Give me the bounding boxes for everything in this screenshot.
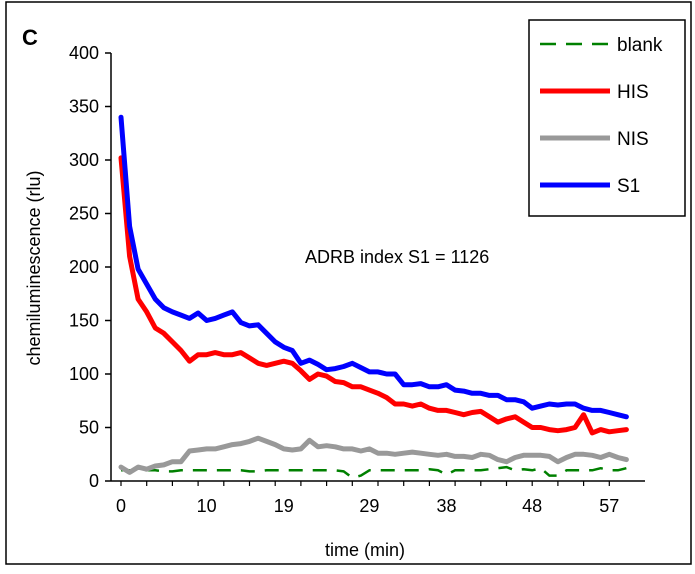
x-tick-label: 38 <box>437 496 457 516</box>
chart-annotation: ADRB index S1 = 1126 <box>305 247 489 267</box>
y-tick-label: 200 <box>69 257 99 277</box>
series-line-blank <box>121 465 627 480</box>
y-tick-label: 300 <box>69 150 99 170</box>
x-tick-label: 19 <box>274 496 294 516</box>
y-tick-label: 50 <box>79 418 99 438</box>
x-axis-label: time (min) <box>325 540 405 560</box>
x-tick-label: 0 <box>116 496 126 516</box>
x-tick-label: 57 <box>599 496 619 516</box>
x-tick-label: 29 <box>359 496 379 516</box>
panel-label: C <box>22 25 38 50</box>
y-axis-label: chemiluminescence (rlu) <box>24 170 44 365</box>
legend-label-s1: S1 <box>617 176 640 197</box>
legend-label-his: HIS <box>617 82 649 103</box>
y-tick-label: 100 <box>69 364 99 384</box>
x-tick-label: 48 <box>522 496 542 516</box>
y-tick-label: 150 <box>69 311 99 331</box>
legend-label-nis: NIS <box>617 129 649 150</box>
legend-label-blank: blank <box>617 35 663 56</box>
series-line-his <box>118 155 629 436</box>
y-tick-label: 0 <box>89 471 99 491</box>
series-line-s1 <box>118 114 629 420</box>
y-tick-label: 350 <box>69 97 99 117</box>
y-tick-label: 250 <box>69 204 99 224</box>
y-tick-label: 400 <box>69 43 99 63</box>
legend: blank HIS NIS S1 <box>528 19 686 217</box>
x-tick-label: 10 <box>197 496 217 516</box>
series-line-nis <box>118 435 629 475</box>
